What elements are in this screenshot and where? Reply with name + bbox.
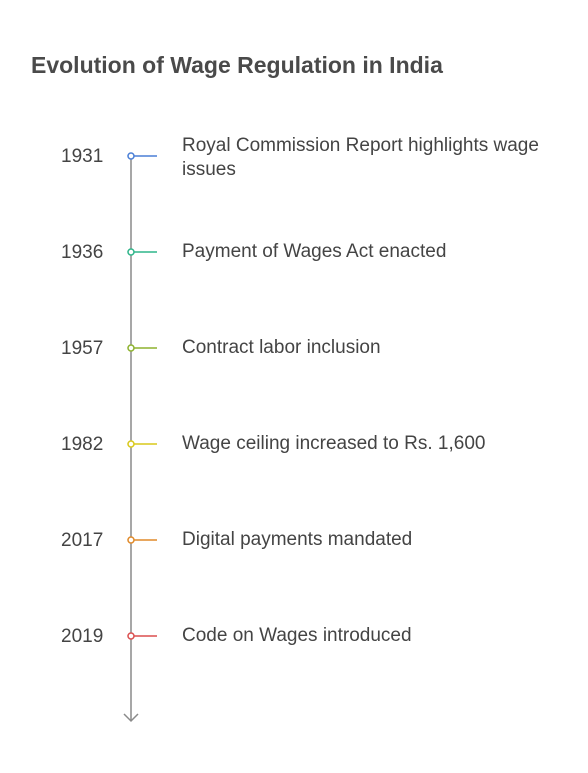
event-year: 1936 <box>61 242 104 263</box>
event-description: Wage ceiling increased to Rs. 1,600 <box>182 433 486 454</box>
event-marker <box>127 632 135 640</box>
event-marker <box>127 152 135 160</box>
event-year: 1957 <box>61 338 104 359</box>
event-marker <box>127 248 135 256</box>
event-year: 1982 <box>61 434 104 455</box>
event-year: 2019 <box>61 626 104 647</box>
arrow-down-icon <box>123 713 139 723</box>
event-marker <box>127 536 135 544</box>
event-description: Contract labor inclusion <box>182 337 381 358</box>
event-year: 1931 <box>61 146 104 167</box>
page-title: Evolution of Wage Regulation in India <box>31 52 443 78</box>
event-description: Royal Commission Report highlights wage … <box>182 135 539 180</box>
event-description: Code on Wages introduced <box>182 625 412 646</box>
event-marker <box>127 344 135 352</box>
event-description: Payment of Wages Act enacted <box>182 241 447 262</box>
event-description: Digital payments mandated <box>182 529 413 550</box>
event-marker <box>127 440 135 448</box>
event-year: 2017 <box>61 530 104 551</box>
